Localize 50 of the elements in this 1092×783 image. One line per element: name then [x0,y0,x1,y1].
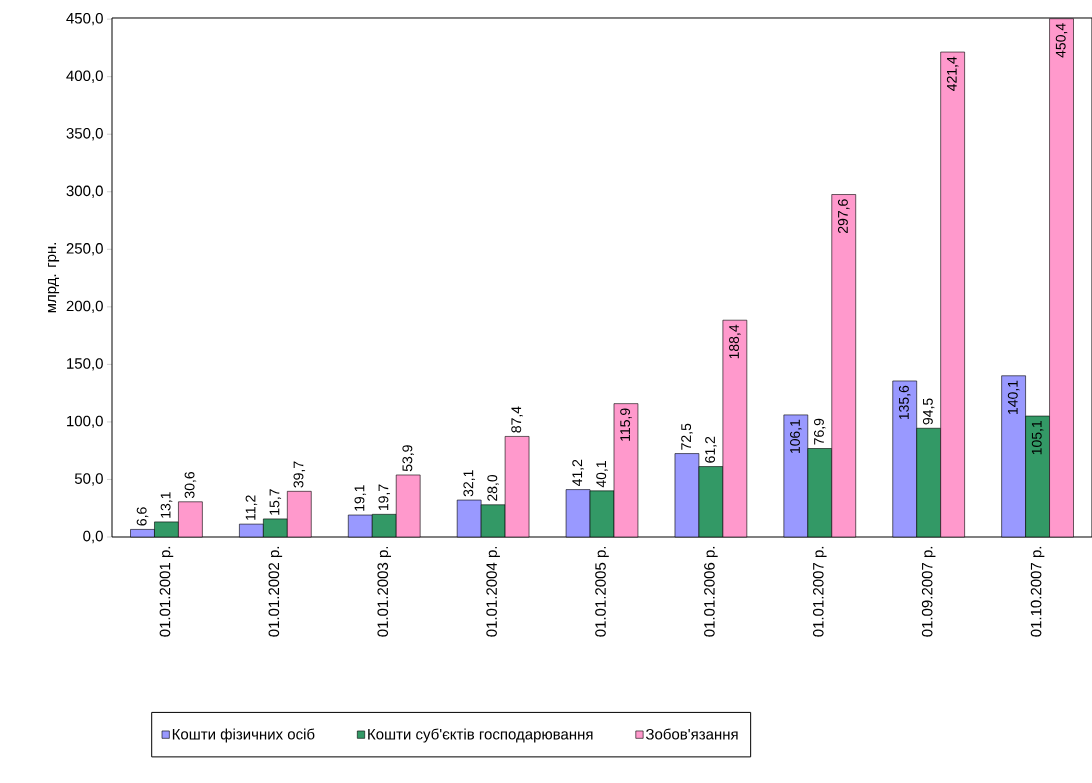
data-label: 421,4 [946,56,959,91]
data-label: 32,1 [463,470,475,497]
y-tick-label: 50,0 [74,473,103,486]
data-label: 450,4 [1055,23,1068,58]
y-tick-label: 300,0 [66,185,103,198]
x-tick-label: 01.09.2007 р. [921,546,936,637]
y-tick-label: 150,0 [67,358,103,371]
x-tick-label: 01.01.2003 р. [377,546,392,637]
data-label: 72,5 [681,423,693,450]
data-label: 40,1 [596,461,608,488]
legend-label: Кошти суб'єктів господарювання [368,728,593,743]
data-label: 297,6 [837,199,850,234]
y-tick-label: 450,0 [66,12,103,26]
legend-label: Кошти фізичних осіб [172,728,315,743]
data-label: 105,1 [1031,420,1044,455]
data-label: 53,9 [402,445,414,472]
data-label: 135,6 [898,385,911,420]
data-label: 30,6 [184,471,197,499]
data-label: 87,4 [511,406,523,433]
x-tick-label: 01.10.2007 р. [1030,546,1045,637]
data-label: 28,0 [487,474,499,501]
data-label: 188,4 [729,324,741,359]
y-tick-label: 350,0 [66,128,103,141]
legend-label: Зобов'язання [645,728,738,740]
data-label: 6,6 [136,507,149,526]
data-label: 106,1 [790,419,802,454]
data-label: 15,7 [269,489,282,515]
data-label: 19,1 [354,485,367,511]
data-label: 13,1 [160,492,173,518]
y-tick-label: 100,0 [67,415,103,429]
data-label: 140,1 [1007,380,1020,414]
data-label: 115,9 [620,408,632,441]
data-label: 19,7 [378,484,391,511]
x-tick-label: 01.01.2005 р. [595,546,609,637]
data-label: 76,9 [814,418,826,445]
data-label: 61,2 [705,436,717,463]
x-tick-label: 01.01.2004 р. [486,546,500,637]
y-tick-label: 250,0 [66,243,103,256]
y-tick-label: 0,0 [83,530,103,544]
data-label: 94,5 [922,398,935,425]
x-tick-label: 01.01.2002 р. [268,546,283,637]
x-tick-label: 01.01.2001 р. [159,546,174,637]
data-label: 11,2 [245,495,258,520]
x-tick-label: 01.01.2006 р. [704,546,718,637]
y-tick-label: 200,0 [66,300,103,314]
x-tick-label: 01.01.2007 р. [813,546,827,637]
data-label: 39,7 [293,461,306,488]
y-axis-title: млрд. грн. [47,242,60,313]
y-tick-label: 400,0 [66,70,103,83]
data-label: 41,2 [572,459,584,487]
